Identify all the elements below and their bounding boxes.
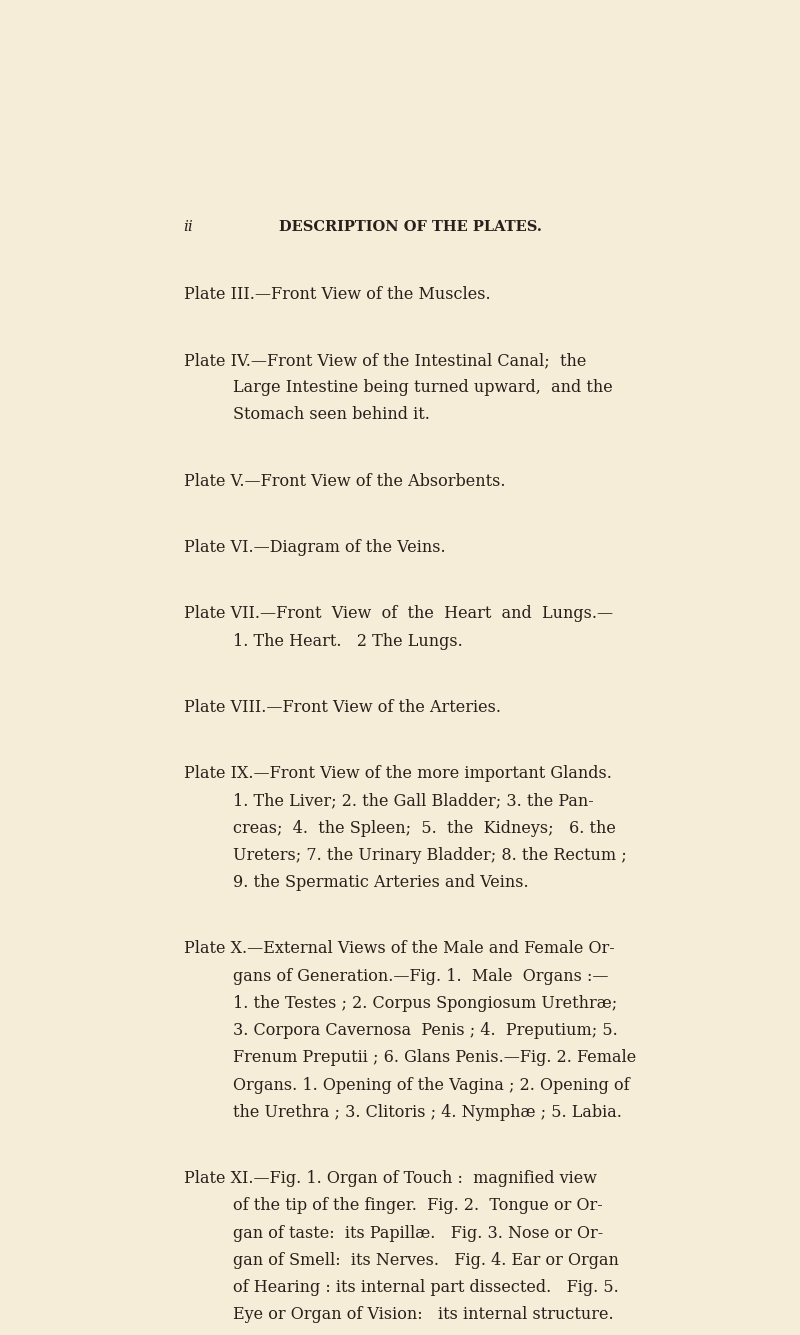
Text: Plate IX.—Front View of the more important Glands.: Plate IX.—Front View of the more importa… (184, 765, 611, 782)
Text: Plate VI.—Diagram of the Veins.: Plate VI.—Diagram of the Veins. (184, 539, 446, 555)
Text: of Hearing : its internal part dissected.   Fig. 5.: of Hearing : its internal part dissected… (234, 1279, 619, 1296)
Text: 1. the Testes ; 2. Corpus Spongiosum Urethræ;: 1. the Testes ; 2. Corpus Spongiosum Ure… (234, 995, 618, 1012)
Text: gan of taste:  its Papillæ.   Fig. 3. Nose or Or-: gan of taste: its Papillæ. Fig. 3. Nose … (234, 1224, 603, 1242)
Text: Plate IV.—Front View of the Intestinal Canal;  the: Plate IV.—Front View of the Intestinal C… (184, 352, 586, 368)
Text: Eye or Organ of Vision:   its internal structure.: Eye or Organ of Vision: its internal str… (234, 1307, 614, 1323)
Text: 1. The Heart.   2 The Lungs.: 1. The Heart. 2 The Lungs. (234, 633, 463, 650)
Text: of the tip of the finger.  Fig. 2.  Tongue or Or-: of the tip of the finger. Fig. 2. Tongue… (234, 1197, 603, 1215)
Text: Organs. 1. Opening of the Vagina ; 2. Opening of: Organs. 1. Opening of the Vagina ; 2. Op… (234, 1076, 630, 1093)
Text: 1. The Liver; 2. the Gall Bladder; 3. the Pan-: 1. The Liver; 2. the Gall Bladder; 3. th… (234, 793, 594, 809)
Text: the Urethra ; 3. Clitoris ; 4. Nymphæ ; 5. Labia.: the Urethra ; 3. Clitoris ; 4. Nymphæ ; … (234, 1104, 622, 1121)
Text: creas;  4.  the Spleen;  5.  the  Kidneys;   6. the: creas; 4. the Spleen; 5. the Kidneys; 6.… (234, 820, 616, 837)
Text: Plate III.—Front View of the Muscles.: Plate III.—Front View of the Muscles. (184, 286, 490, 303)
Text: Stomach seen behind it.: Stomach seen behind it. (234, 406, 430, 423)
Text: ii: ii (184, 220, 194, 234)
Text: Plate X.—External Views of the Male and Female Or-: Plate X.—External Views of the Male and … (184, 940, 614, 957)
Text: Plate V.—Front View of the Absorbents.: Plate V.—Front View of the Absorbents. (184, 473, 506, 490)
Text: gans of Generation.—Fig. 1.  Male  Organs :—: gans of Generation.—Fig. 1. Male Organs … (234, 968, 609, 985)
Text: gan of Smell:  its Nerves.   Fig. 4. Ear or Organ: gan of Smell: its Nerves. Fig. 4. Ear or… (234, 1252, 619, 1268)
Text: 3. Corpora Cavernosa  Penis ; 4.  Preputium; 5.: 3. Corpora Cavernosa Penis ; 4. Preputiu… (234, 1023, 618, 1039)
Text: Plate XI.—Fig. 1. Organ of Touch :  magnified view: Plate XI.—Fig. 1. Organ of Touch : magni… (184, 1171, 597, 1187)
Text: Large Intestine being turned upward,  and the: Large Intestine being turned upward, and… (234, 379, 613, 396)
Text: Plate VII.—Front  View  of  the  Heart  and  Lungs.—: Plate VII.—Front View of the Heart and L… (184, 605, 613, 622)
Text: Ureters; 7. the Urinary Bladder; 8. the Rectum ;: Ureters; 7. the Urinary Bladder; 8. the … (234, 846, 627, 864)
Text: Frenum Preputii ; 6. Glans Penis.—Fig. 2. Female: Frenum Preputii ; 6. Glans Penis.—Fig. 2… (234, 1049, 637, 1067)
Text: 9. the Spermatic Arteries and Veins.: 9. the Spermatic Arteries and Veins. (234, 874, 529, 890)
Text: DESCRIPTION OF THE PLATES.: DESCRIPTION OF THE PLATES. (278, 220, 542, 234)
Text: Plate VIII.—Front View of the Arteries.: Plate VIII.—Front View of the Arteries. (184, 698, 501, 716)
